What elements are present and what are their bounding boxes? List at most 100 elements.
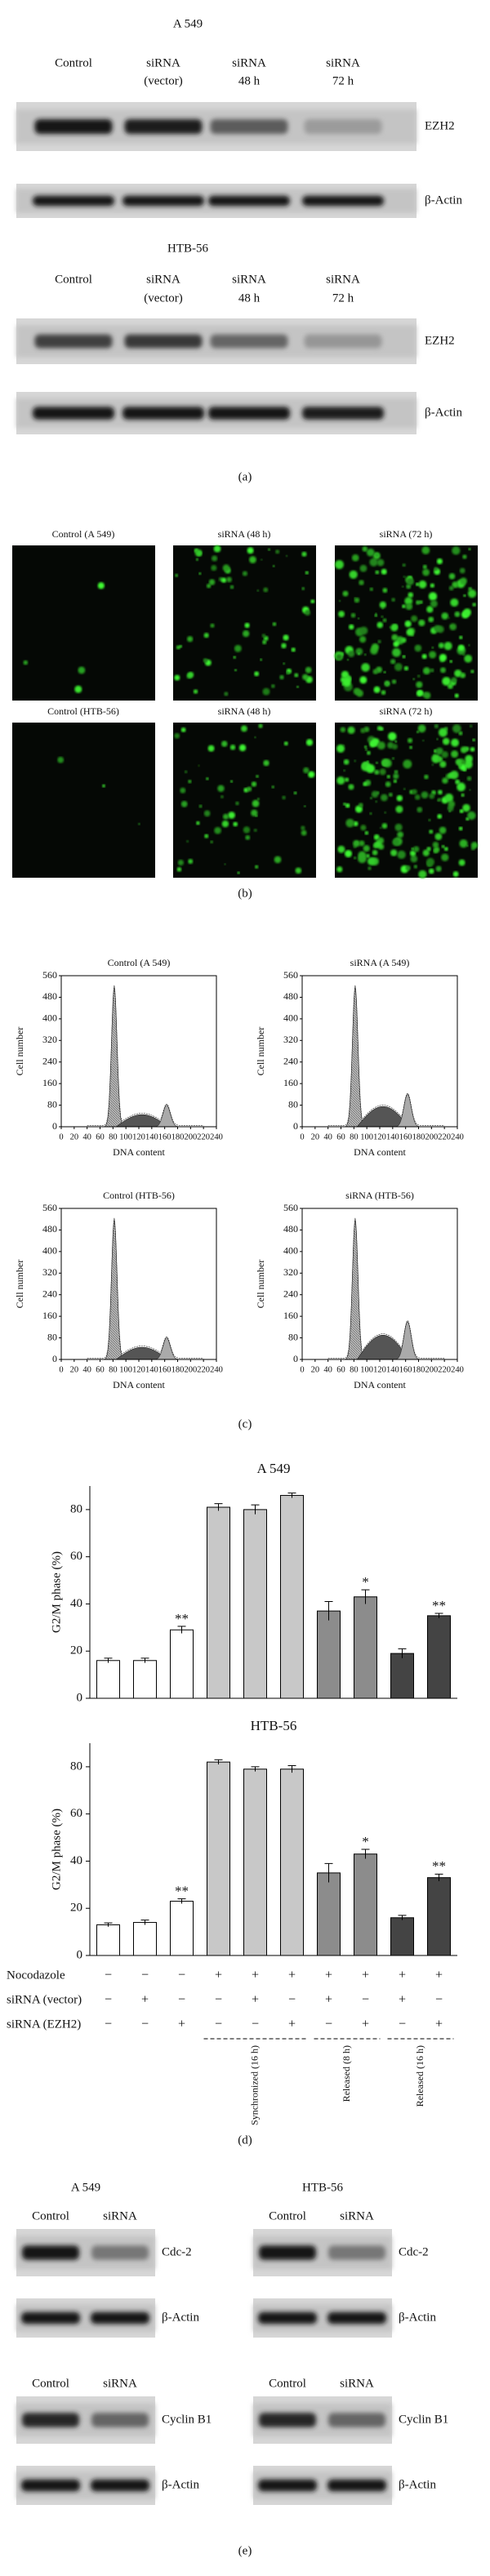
cell-dot <box>186 839 189 843</box>
bar <box>390 1917 414 1956</box>
blot-band <box>210 334 288 349</box>
cell-dot <box>256 775 259 778</box>
cell-dot <box>363 745 368 749</box>
x-tick-label: 0 <box>59 1365 63 1374</box>
blot-band <box>91 2413 149 2427</box>
y-tick-label: 0 <box>52 1120 57 1132</box>
cell-dot <box>251 781 257 787</box>
cell-dot <box>358 652 360 655</box>
y-tick-label: 560 <box>42 969 57 981</box>
cell-dot <box>408 737 413 743</box>
y-tick-label: 480 <box>283 990 298 1002</box>
cell-dot <box>274 856 282 864</box>
cell-dot <box>450 598 459 607</box>
cell-dot <box>448 573 456 580</box>
cell-dot <box>421 653 427 660</box>
cell-dot <box>396 794 403 802</box>
x-tick-label: 180 <box>412 1365 425 1374</box>
band-label: β-Actin <box>162 2478 199 2491</box>
x-tick-label: 100 <box>360 1365 373 1374</box>
condition-sign: + <box>435 2018 443 2031</box>
x-axis-label: DNA content <box>113 1146 165 1158</box>
x-tick-label: 180 <box>172 1365 185 1374</box>
cell-dot <box>459 839 468 848</box>
image-label: siRNA (48 h) <box>218 705 271 717</box>
condition-sign: − <box>141 1969 149 1982</box>
cell-dot <box>229 745 236 750</box>
x-tick-label: 0 <box>59 1132 63 1141</box>
significance: ** <box>432 1858 446 1874</box>
cell-dot <box>262 687 270 696</box>
cell-dot <box>229 585 234 589</box>
cell-dot <box>375 761 378 764</box>
cell-dot <box>375 570 380 575</box>
cell-dot <box>462 554 467 559</box>
cell-dot <box>428 592 438 601</box>
cell-dot <box>208 579 216 585</box>
cell-dot <box>338 611 345 617</box>
cell-dot <box>376 621 384 629</box>
cell-dot <box>428 818 431 821</box>
cell-dot <box>376 741 385 750</box>
cell-dot <box>418 870 427 879</box>
cell-dot <box>430 599 438 607</box>
cell-dot <box>282 795 286 800</box>
cell-dot <box>401 638 407 643</box>
y-tick-label: 400 <box>42 1012 57 1024</box>
cell-dot <box>409 850 416 856</box>
condition-sign: + <box>141 1993 149 2007</box>
cell-dot <box>388 732 397 741</box>
error-bar <box>398 1915 407 1920</box>
bar <box>170 1901 194 1956</box>
cell-dot <box>391 679 397 684</box>
cell-dot <box>379 768 386 776</box>
band-label: β-Actin <box>162 2311 199 2324</box>
cell-dot <box>253 828 257 832</box>
cell-dot <box>198 764 200 767</box>
cell-dot <box>176 867 182 872</box>
cell-dot <box>255 814 258 817</box>
cell-dot <box>210 840 213 843</box>
bar <box>354 1596 377 1699</box>
cell-dot <box>337 845 345 853</box>
cell-dot <box>437 798 442 802</box>
condition-sign: − <box>105 1969 112 1982</box>
cell-dot <box>382 618 387 623</box>
cell-dot <box>385 683 389 686</box>
cell-dot <box>470 746 475 752</box>
cell-dot <box>360 825 367 831</box>
cell-dot <box>442 677 451 686</box>
blot-band <box>258 2311 317 2325</box>
error-bar <box>140 1657 149 1663</box>
cell-dot <box>431 646 434 649</box>
x-tick-label: 60 <box>96 1365 105 1374</box>
cell-dot <box>470 670 474 674</box>
cell-dot <box>403 788 406 790</box>
cell-dot <box>457 782 466 792</box>
x-tick-label: 80 <box>109 1365 118 1374</box>
cell-dot <box>261 634 266 638</box>
cell-dot <box>57 756 65 763</box>
cell-dot <box>415 582 420 586</box>
cell-dot <box>454 611 461 617</box>
fit-line <box>327 1217 445 1359</box>
bar <box>96 1660 120 1699</box>
cell-dot <box>469 724 473 728</box>
y-tick-label: 400 <box>42 1245 57 1257</box>
group-label: Released (16 h) <box>414 2045 425 2107</box>
cell-dot <box>304 805 306 808</box>
blot-band <box>21 2479 80 2492</box>
cell-dot <box>436 738 439 741</box>
x-tick-label: 100 <box>119 1132 132 1141</box>
cell-dot <box>429 651 437 659</box>
blot-band <box>91 2245 149 2260</box>
x-tick-label: 120 <box>132 1132 145 1141</box>
y-tick-label: 20 <box>70 1902 82 1915</box>
cell-dot <box>439 727 448 737</box>
cell-dot <box>465 754 473 763</box>
cell-dot <box>345 818 354 828</box>
cell-dot <box>416 681 423 688</box>
cell-dot <box>359 803 363 808</box>
blot-band <box>33 407 114 420</box>
panel-label: (b) <box>238 887 252 900</box>
